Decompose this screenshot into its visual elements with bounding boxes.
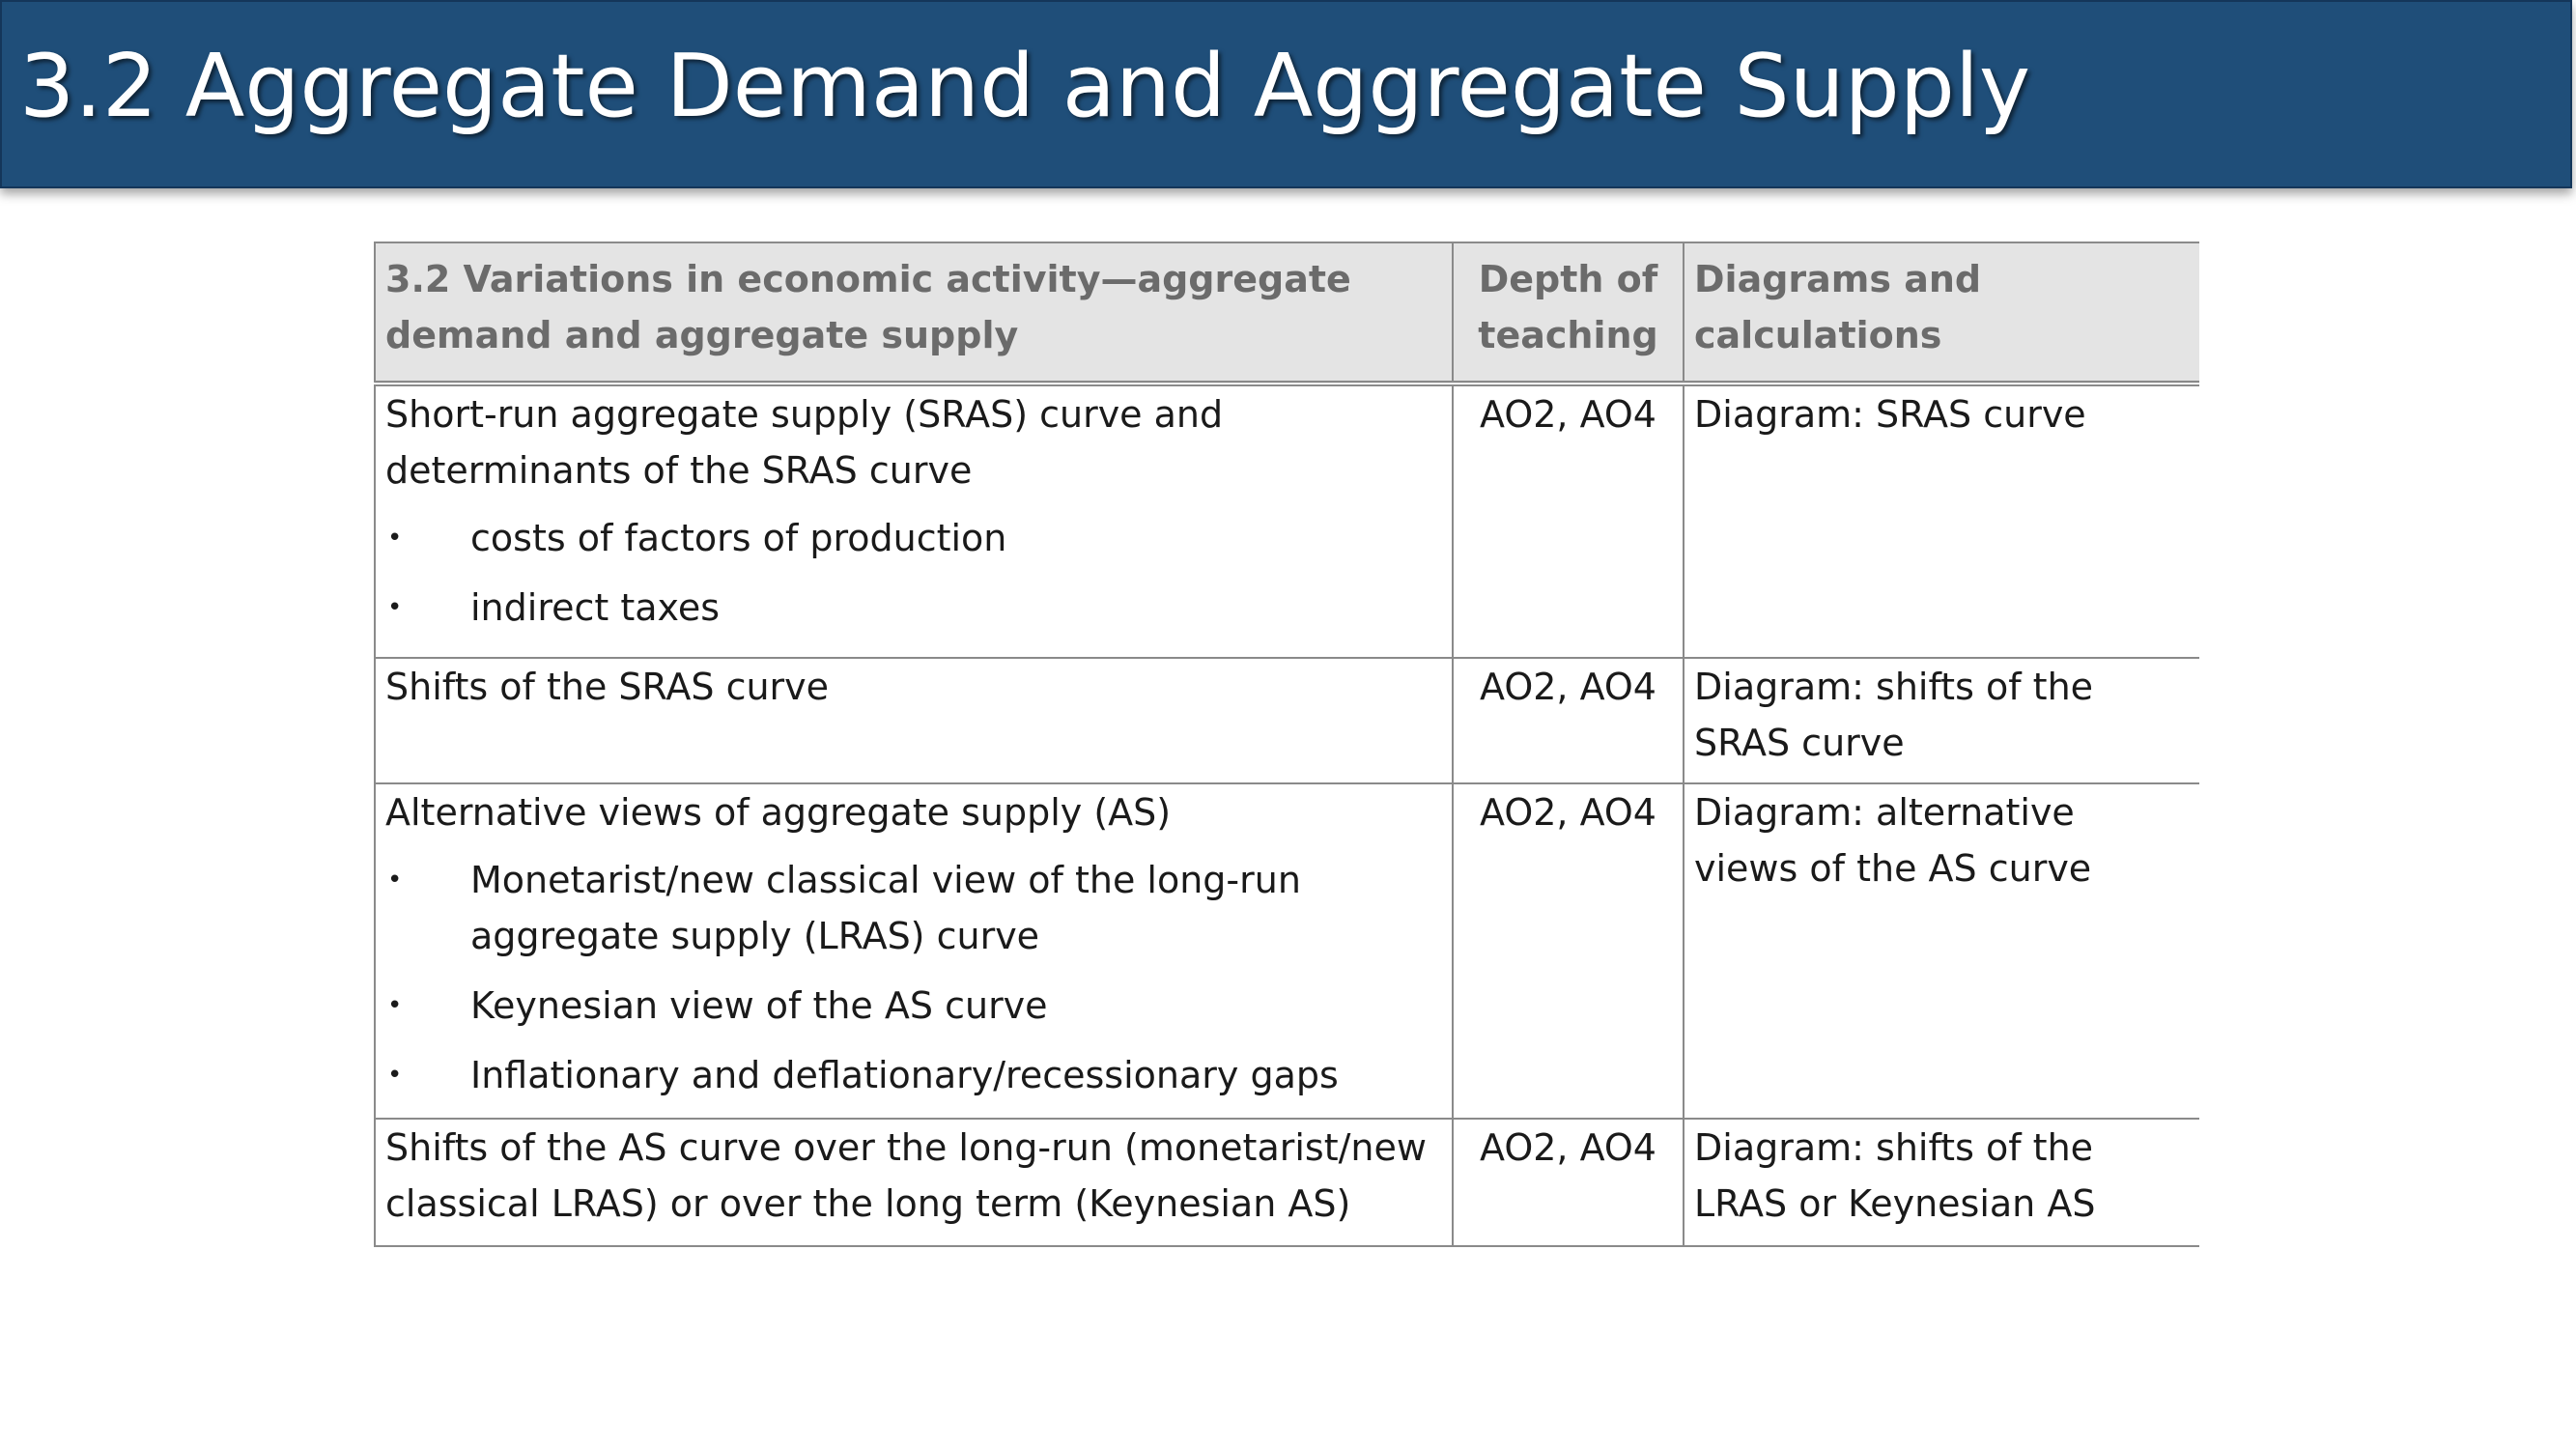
header-diagrams: Diagrams and calculations xyxy=(1683,242,2199,386)
list-item: • indirect taxes xyxy=(385,580,1442,636)
diagram-cell: Diagram: alternative views of the AS cur… xyxy=(1683,782,2199,1120)
syllabus-table: 3.2 Variations in economic activity—aggr… xyxy=(374,242,2199,1247)
table-header-row: 3.2 Variations in economic activity—aggr… xyxy=(374,242,2199,386)
topic-text: Shifts of the AS curve over the long-run… xyxy=(385,1126,1427,1225)
list-item: • Keynesian view of the AS curve xyxy=(385,978,1442,1034)
table-row: Shifts of the AS curve over the long-run… xyxy=(374,1118,2199,1247)
syllabus-table-container: 3.2 Variations in economic activity—aggr… xyxy=(374,242,2199,1249)
depth-cell: AO2, AO4 xyxy=(1452,1118,1684,1247)
header-depth: Depth of teaching xyxy=(1452,242,1684,386)
list-item: • costs of factors of production xyxy=(385,510,1442,566)
bullet-text: Monetarist/new classical view of the lon… xyxy=(470,859,1301,957)
title-bar: 3.2 Aggregate Demand and Aggregate Suppl… xyxy=(0,0,2572,188)
slide-title: 3.2 Aggregate Demand and Aggregate Suppl… xyxy=(19,36,2031,137)
diagram-cell: Diagram: shifts of the SRAS curve xyxy=(1683,657,2199,784)
bullet-icon: • xyxy=(387,524,403,553)
diagram-cell: Diagram: shifts of the LRAS or Keynesian… xyxy=(1683,1118,2199,1247)
bullet-icon: • xyxy=(387,593,403,622)
topic-text: Shifts of the SRAS curve xyxy=(385,666,830,708)
bullet-icon: • xyxy=(387,1061,403,1090)
topic-text: Short-run aggregate supply (SRAS) curve … xyxy=(385,393,1224,492)
bullet-list: • costs of factors of production • indirec… xyxy=(385,510,1442,636)
depth-cell: AO2, AO4 xyxy=(1452,383,1684,659)
bullet-text: costs of factors of production xyxy=(470,517,1007,559)
diagram-cell: Diagram: SRAS curve xyxy=(1683,383,2199,659)
topic-text: Alternative views of aggregate supply (A… xyxy=(385,791,1172,834)
table-row: Shifts of the SRAS curve AO2, AO4 Diagra… xyxy=(374,657,2199,784)
table-row: Alternative views of aggregate supply (A… xyxy=(374,782,2199,1120)
topic-cell: Shifts of the AS curve over the long-run… xyxy=(374,1118,1454,1247)
header-topic: 3.2 Variations in economic activity—aggr… xyxy=(374,242,1454,386)
list-item: • Inflationary and deflationary/recession… xyxy=(385,1047,1442,1103)
bullet-list: • Monetarist/new classical view of the lo… xyxy=(385,852,1442,1103)
topic-cell: Short-run aggregate supply (SRAS) curve … xyxy=(374,383,1454,659)
table-row: Short-run aggregate supply (SRAS) curve … xyxy=(374,383,2199,659)
topic-cell: Shifts of the SRAS curve xyxy=(374,657,1454,784)
bullet-icon: • xyxy=(387,991,403,1020)
bullet-text: Inflationary and deflationary/recessiona… xyxy=(470,1054,1339,1096)
bullet-text: indirect taxes xyxy=(470,586,721,629)
depth-cell: AO2, AO4 xyxy=(1452,782,1684,1120)
depth-cell: AO2, AO4 xyxy=(1452,657,1684,784)
bullet-text: Keynesian view of the AS curve xyxy=(470,984,1048,1027)
topic-cell: Alternative views of aggregate supply (A… xyxy=(374,782,1454,1120)
list-item: • Monetarist/new classical view of the lo… xyxy=(385,852,1442,964)
bullet-icon: • xyxy=(387,866,403,895)
